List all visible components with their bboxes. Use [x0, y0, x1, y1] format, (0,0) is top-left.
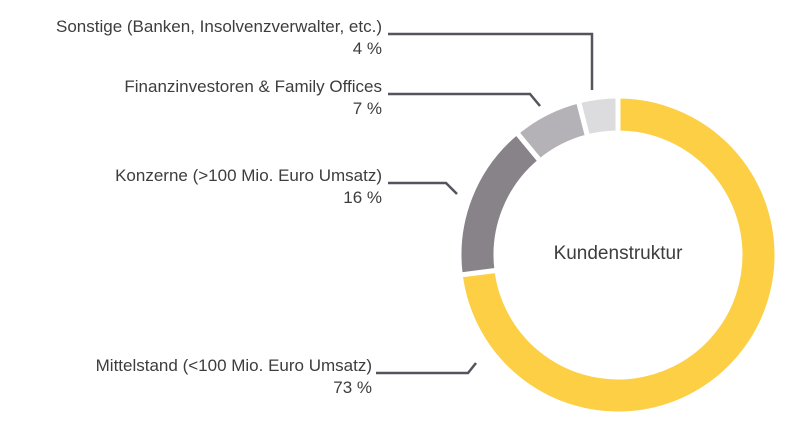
label-mittelstand: Mittelstand (<100 Mio. Euro Umsatz) 73 % — [96, 355, 372, 399]
label-finanzinvestoren-value: 7 % — [352, 99, 382, 118]
label-finanzinvestoren-name: Finanzinvestoren & Family Offices — [124, 77, 382, 96]
label-sonstige-name: Sonstige (Banken, Insolvenzverwalter, et… — [56, 17, 382, 36]
label-konzerne-value: 16 % — [343, 188, 382, 207]
leader-finanzinvestoren — [388, 92, 541, 107]
label-konzerne: Konzerne (>100 Mio. Euro Umsatz) 16 % — [115, 165, 382, 209]
label-sonstige-value: 4 % — [352, 39, 382, 58]
label-konzerne-name: Konzerne (>100 Mio. Euro Umsatz) — [115, 166, 382, 185]
label-mittelstand-value: 73 % — [333, 378, 372, 397]
leader-konzerne — [388, 181, 458, 195]
slice-sonstige-banken-insolvenzverwalter-etc — [575, 93, 621, 140]
slices-group — [456, 93, 780, 417]
slice-mittelstand-100-mio-euro-umsatz — [457, 93, 780, 417]
leader-lines-group — [376, 32, 594, 375]
label-mittelstand-name: Mittelstand (<100 Mio. Euro Umsatz) — [95, 356, 372, 375]
leader-mittelstand — [376, 362, 477, 375]
chart-title: Kundenstruktur — [553, 243, 683, 264]
leader-sonstige — [388, 32, 594, 90]
label-finanzinvestoren: Finanzinvestoren & Family Offices 7 % — [124, 76, 382, 120]
label-sonstige: Sonstige (Banken, Insolvenzverwalter, et… — [56, 16, 382, 60]
